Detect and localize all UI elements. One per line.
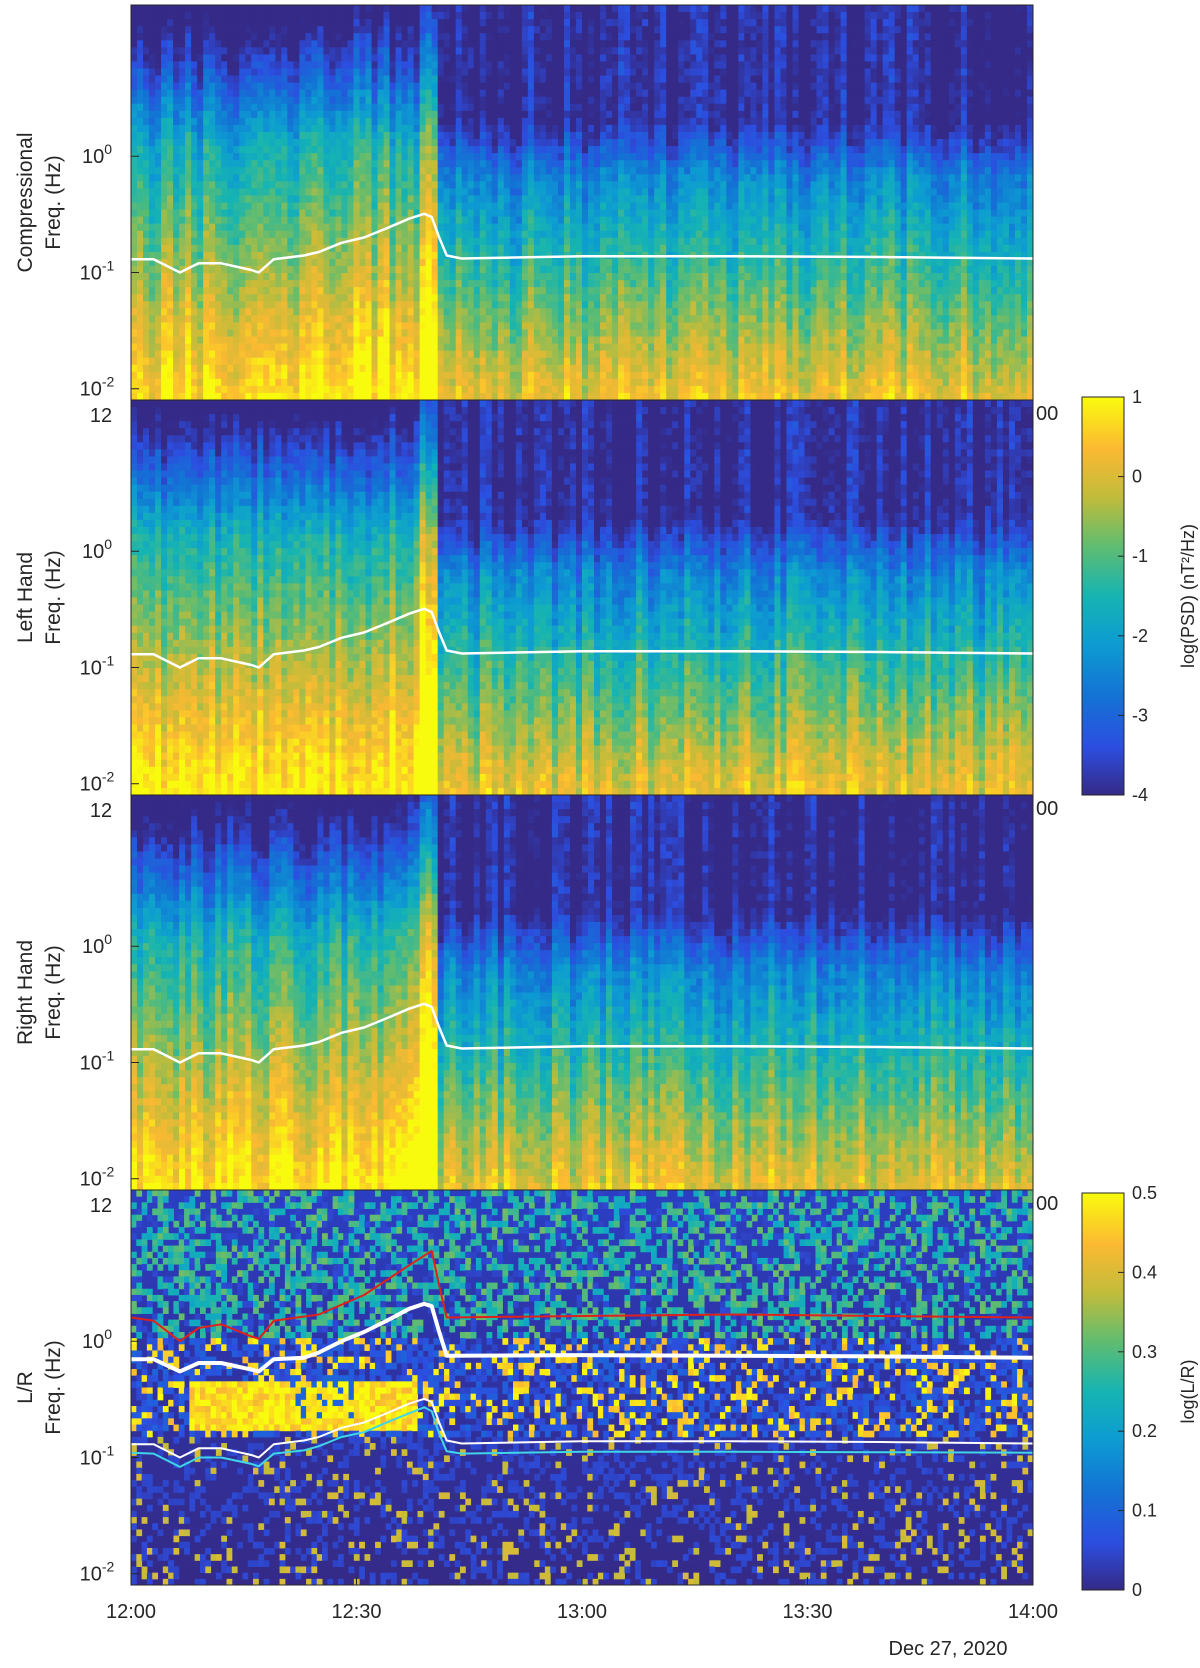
y-tick-label: 10-2 — [80, 1164, 115, 1191]
y-axis-label-line1: Right Hand — [14, 940, 37, 1045]
spectrogram-left-hand — [131, 400, 1033, 795]
series-line-right-hand-0 — [131, 1002, 1033, 1064]
clipped-tick-label: 00 — [1036, 403, 1058, 425]
y-tick-label: 10-1 — [80, 652, 115, 679]
x-tick-label: 13:30 — [782, 1601, 832, 1623]
colorbar-psd: 1 0 -1 -2 -3 -4 log(PSD) (nT²/Hz) — [1081, 387, 1198, 805]
colorbar-tick-label: -4 — [1132, 785, 1148, 805]
y-tick-label: 10-2 — [80, 1559, 115, 1586]
colorbar-label: log(PSD) (nT²/Hz) — [1178, 524, 1198, 668]
colorbar-tick-label: 0.1 — [1132, 1501, 1157, 1521]
y-tick-label: 100 — [82, 931, 112, 958]
series-line-l-over-r-3 — [131, 1406, 1033, 1468]
clipped-tick-label: 12 — [90, 1195, 112, 1217]
colorbar-tick-label: 0 — [1132, 467, 1142, 487]
series-line-l-over-r-1 — [131, 1301, 1033, 1374]
y-axis-label-line2: Freq. (Hz) — [42, 1340, 65, 1435]
colorbar-lr: 0.5 0.4 0.3 0.2 0.1 0 log(L/R) — [1081, 1183, 1198, 1600]
y-axis-label-line1: Compressional — [14, 132, 37, 272]
colorbar-gradient — [1081, 1192, 1125, 1591]
x-tick-label: 14:00 — [1008, 1601, 1058, 1623]
panel-compressional: 10-2 10-1 100 Compressional Freq. (Hz) — [14, 4, 1034, 401]
series-line-compressional-0 — [131, 212, 1033, 274]
colorbar-tick-label: 0.3 — [1132, 1342, 1157, 1362]
series-line-l-over-r-2 — [131, 1397, 1033, 1459]
colorbar-label: log(L/R) — [1178, 1359, 1198, 1423]
colorbar-tick-label: -2 — [1132, 626, 1148, 646]
colorbar-tick-label: 0.4 — [1132, 1262, 1157, 1282]
y-tick-label: 100 — [82, 141, 112, 168]
y-axis-label-line2: Freq. (Hz) — [42, 945, 65, 1040]
clipped-tick-label: 12 — [90, 405, 112, 427]
series-line-left-hand-0 — [131, 607, 1033, 669]
series-line-l-over-r-0 — [131, 1249, 1033, 1343]
y-tick-label: 10-1 — [80, 1047, 115, 1074]
y-tick-label: 10-1 — [80, 1442, 115, 1469]
y-axis-label-line2: Freq. (Hz) — [42, 550, 65, 645]
clipped-tick-label: 00 — [1036, 798, 1058, 820]
colorbar-tick-label: -1 — [1132, 546, 1148, 566]
date-label: Dec 27, 2020 — [889, 1638, 1008, 1660]
y-axis-label-line1: L/R — [14, 1371, 37, 1404]
panel-right-hand: 10-2 10-1 100 12 00 Right Hand Freq. (Hz) — [14, 794, 1058, 1191]
x-tick-label: 12:30 — [331, 1601, 381, 1623]
y-tick-label: 10-1 — [80, 257, 115, 284]
colorbar-tick-label: 0.2 — [1132, 1421, 1157, 1441]
clipped-tick-label: 00 — [1036, 1193, 1058, 1215]
x-tick-label: 13:00 — [557, 1601, 607, 1623]
y-axis-label-line1: Left Hand — [14, 552, 37, 643]
colorbar-gradient — [1081, 396, 1125, 796]
y-axis-label-line2: Freq. (Hz) — [42, 155, 65, 250]
colorbar-tick-label: 1 — [1132, 387, 1142, 407]
y-tick-label: 10-2 — [80, 769, 115, 796]
y-tick-label: 100 — [82, 1326, 112, 1353]
colorbar-tick-label: -3 — [1132, 705, 1148, 725]
spectrogram-right-hand — [131, 795, 1033, 1190]
panel-left-hand: 10-2 10-1 100 12 00 Left Hand Freq. (Hz) — [14, 399, 1058, 796]
spectrogram-compressional — [131, 5, 1033, 400]
x-tick-label: 12:00 — [106, 1601, 156, 1623]
y-tick-label: 10-2 — [80, 374, 115, 401]
colorbar-tick-label: 0.5 — [1132, 1183, 1157, 1203]
y-tick-label: 100 — [82, 536, 112, 563]
spectrogram-l-over-r — [131, 1190, 1033, 1585]
panel-l-over-r: 10-2 10-1 100 12 00 L/R Freq. (Hz) — [14, 1189, 1058, 1586]
colorbar-tick-label: 0 — [1132, 1580, 1142, 1600]
clipped-tick-label: 12 — [90, 800, 112, 822]
